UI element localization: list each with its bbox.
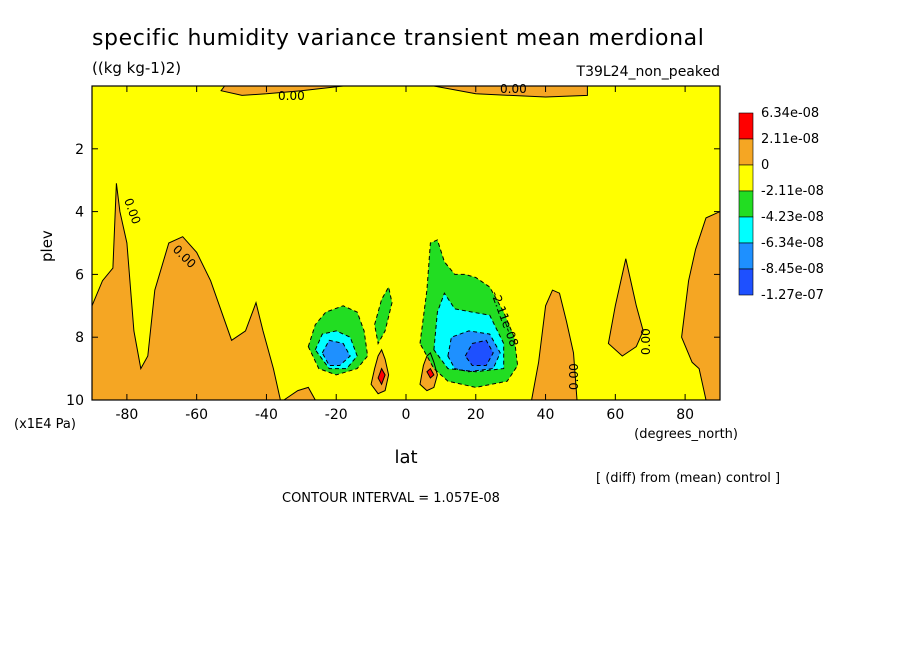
chart-units: ((kg kg-1)2) — [92, 59, 181, 77]
contour-region — [322, 340, 351, 366]
x-tick-label: 80 — [676, 407, 694, 423]
contour-region — [371, 349, 389, 394]
contour-line — [419, 239, 519, 388]
contour-line — [530, 289, 578, 401]
legend-label: 2.11e-08 — [761, 132, 819, 147]
contour-line — [307, 305, 369, 376]
contour-line — [426, 367, 435, 379]
legend-swatch — [738, 112, 754, 140]
legend-label: -8.45e-08 — [761, 262, 824, 277]
contour-line — [377, 367, 386, 386]
contour-line — [607, 258, 644, 357]
contour-region — [681, 211, 720, 400]
legend-swatch — [738, 242, 754, 270]
y-tick-label: 8 — [75, 330, 84, 346]
x-axis-units: (degrees_north) — [634, 427, 738, 442]
chart-title: specific humidity variance transient mea… — [92, 26, 704, 51]
legend-label: -4.23e-08 — [761, 210, 824, 225]
y-tick-label: 2 — [75, 142, 84, 158]
contour-line — [91, 183, 282, 401]
y-tick-label: 6 — [75, 267, 84, 283]
contour-region — [465, 340, 494, 366]
contour-label: 0.00 — [500, 82, 527, 96]
contour-line — [314, 330, 358, 370]
y-tick-label: 10 — [66, 393, 84, 409]
y-axis-units: (x1E4 Pa) — [14, 417, 76, 432]
legend-swatch — [738, 138, 754, 166]
contour-label: 0.00 — [639, 328, 653, 355]
legend-swatch — [738, 190, 754, 218]
legend-swatch — [738, 268, 754, 296]
legend-label: -1.27e-07 — [761, 288, 824, 303]
x-tick-label: 0 — [402, 407, 411, 423]
contour-interval: CONTOUR INTERVAL = 1.057E-08 — [282, 491, 500, 506]
contour-label: 0.00 — [278, 89, 305, 103]
x-tick-label: -40 — [255, 407, 278, 423]
contour-line — [374, 285, 393, 345]
contour-line — [447, 330, 501, 373]
x-tick-label: 40 — [537, 407, 555, 423]
x-axis: -80 -60 -40 -20 0 20 40 60 80 — [115, 86, 694, 423]
color-legend: 6.34e-08 2.11e-08 0 -2.11e-08 -4.23e-08 -6.34… — [738, 106, 824, 303]
contour-line — [464, 339, 494, 366]
contour-region — [92, 183, 281, 400]
x-axis-label: lat — [394, 447, 417, 468]
contour-line — [370, 348, 390, 395]
y-tick-label: 4 — [75, 205, 84, 221]
contour-line — [419, 352, 438, 392]
x-tick-label: -20 — [325, 407, 348, 423]
legend-swatch — [738, 216, 754, 244]
contour-line — [321, 339, 351, 366]
x-tick-label: -60 — [185, 407, 208, 423]
x-tick-label: -80 — [115, 407, 138, 423]
legend-label: -6.34e-08 — [761, 236, 824, 251]
footer-note: [ (diff) from (mean) control ] — [596, 471, 780, 486]
contour-regions — [92, 86, 720, 400]
x-tick-label: 20 — [467, 407, 485, 423]
legend-label: -2.11e-08 — [761, 184, 824, 199]
contour-region — [531, 290, 577, 400]
plot-area — [91, 85, 721, 401]
contour-region — [374, 287, 392, 344]
legend-swatch — [738, 164, 754, 192]
y-axis: 2 4 6 8 10 — [66, 142, 720, 409]
contour-region — [283, 387, 316, 400]
contour-line — [433, 292, 505, 373]
legend-label: 6.34e-08 — [761, 106, 819, 121]
y-axis-label: plev — [38, 230, 56, 262]
contour-region — [608, 258, 644, 356]
contour-region — [426, 368, 434, 378]
x-tick-label: 60 — [606, 407, 624, 423]
run-label: T39L24_non_peaked — [576, 64, 720, 80]
legend-label: 0 — [761, 158, 769, 173]
contour-label: 0.00 — [567, 363, 581, 390]
